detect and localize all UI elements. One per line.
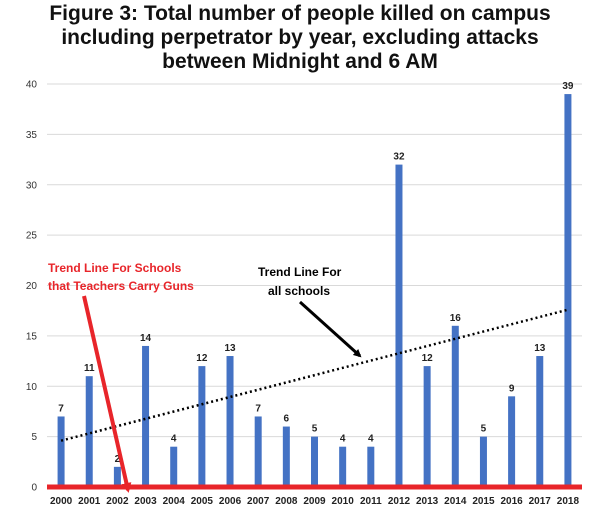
all-trend-label-line-1: Trend Line For — [258, 265, 342, 279]
data-label-2015: 5 — [481, 424, 487, 435]
data-label-2004: 4 — [171, 434, 177, 445]
x-tick-2001: 2001 — [78, 496, 101, 507]
x-tick-2014: 2014 — [444, 496, 467, 507]
y-tick-20: 20 — [26, 281, 38, 292]
y-tick-30: 30 — [26, 180, 38, 191]
y-axis: 0 5 10 15 20 25 30 35 40 — [26, 80, 38, 494]
bar-2005 — [198, 366, 206, 487]
bar-2006 — [226, 356, 234, 487]
x-tick-2011: 2011 — [360, 496, 382, 507]
bar-2002 — [113, 466, 121, 487]
x-tick-2012: 2012 — [388, 496, 411, 507]
data-label-2006: 13 — [224, 343, 236, 354]
data-label-2003: 14 — [140, 333, 152, 344]
teacher-trend-arrow — [82, 295, 132, 493]
data-label-2012: 32 — [393, 152, 405, 163]
teacher-trend-label-line-2: that Teachers Carry Guns — [48, 279, 194, 293]
y-tick-25: 25 — [26, 231, 38, 242]
x-tick-2007: 2007 — [247, 496, 270, 507]
bar-2003 — [142, 345, 150, 487]
x-tick-2015: 2015 — [472, 496, 495, 507]
x-tick-2002: 2002 — [106, 496, 129, 507]
x-tick-2016: 2016 — [500, 496, 523, 507]
data-label-2001: 11 — [84, 363, 95, 374]
data-label-2018: 39 — [562, 81, 574, 92]
chart-title-line-1: Figure 3: Total number of people killed … — [49, 2, 551, 25]
y-tick-40: 40 — [26, 80, 38, 91]
bar-2000 — [57, 416, 65, 487]
data-label-2017: 13 — [534, 343, 546, 354]
trend-lines — [47, 308, 582, 490]
bar-2018 — [564, 94, 572, 487]
x-axis: 2000 2001 2002 2003 2004 2005 2006 2007 2008 2009… — [50, 496, 580, 507]
bar-2011 — [367, 446, 375, 487]
bar-2007 — [254, 416, 262, 487]
bar-2010 — [339, 446, 347, 487]
x-tick-2018: 2018 — [557, 496, 580, 507]
all-trend-arrow — [298, 300, 362, 358]
x-tick-2013: 2013 — [416, 496, 439, 507]
y-tick-35: 35 — [26, 130, 38, 141]
x-tick-2006: 2006 — [219, 496, 242, 507]
y-tick-15: 15 — [26, 331, 38, 342]
data-label-2010: 4 — [340, 434, 346, 445]
bars — [57, 94, 572, 487]
data-label-2011: 4 — [368, 434, 374, 445]
x-tick-2003: 2003 — [134, 496, 157, 507]
x-tick-2004: 2004 — [163, 496, 186, 507]
bar-2015 — [479, 436, 487, 487]
data-label-2009: 5 — [312, 424, 318, 435]
data-label-2014: 16 — [450, 313, 462, 324]
bar-2009 — [311, 436, 318, 487]
data-label-2000: 7 — [58, 403, 64, 414]
y-tick-5: 5 — [31, 432, 37, 443]
chart-title-line-2: including perpetrator by year, excluding… — [61, 26, 539, 49]
y-tick-0: 0 — [31, 483, 37, 494]
chart-title-line-3: between Midnight and 6 AM — [162, 50, 438, 73]
x-tick-2005: 2005 — [191, 496, 214, 507]
bar-2016 — [508, 396, 516, 487]
data-label-2016: 9 — [509, 383, 515, 394]
data-label-2007: 7 — [255, 403, 261, 414]
all-trend-label-line-2: all schools — [268, 284, 330, 298]
x-tick-2017: 2017 — [529, 496, 552, 507]
all-schools-trend-line — [60, 308, 569, 442]
bar-2017 — [536, 356, 544, 487]
bar-2001 — [85, 376, 93, 487]
y-tick-10: 10 — [26, 382, 38, 393]
bar-2008 — [282, 426, 290, 487]
data-label-2002: 2 — [115, 454, 121, 465]
data-label-2013: 12 — [422, 353, 434, 364]
bar-2014 — [451, 325, 459, 487]
bar-2013 — [423, 366, 431, 487]
teacher-trend-label-line-1: Trend Line For Schools — [48, 261, 182, 275]
x-tick-2000: 2000 — [50, 496, 73, 507]
x-tick-2010: 2010 — [332, 496, 355, 507]
data-label-2008: 6 — [284, 414, 290, 425]
x-tick-2009: 2009 — [303, 496, 326, 507]
data-label-2005: 12 — [196, 353, 208, 364]
chart-title: Figure 3: Total number of people killed … — [0, 2, 600, 74]
annotations: Trend Line For Schools that Teachers Car… — [48, 261, 362, 493]
x-tick-2008: 2008 — [275, 496, 298, 507]
data-labels: 7 11 2 14 4 12 13 7 6 5 4 4 32 12 16 5 9 13 39 — [58, 81, 574, 465]
bar-2012 — [395, 164, 403, 487]
bar-2004 — [170, 446, 178, 487]
